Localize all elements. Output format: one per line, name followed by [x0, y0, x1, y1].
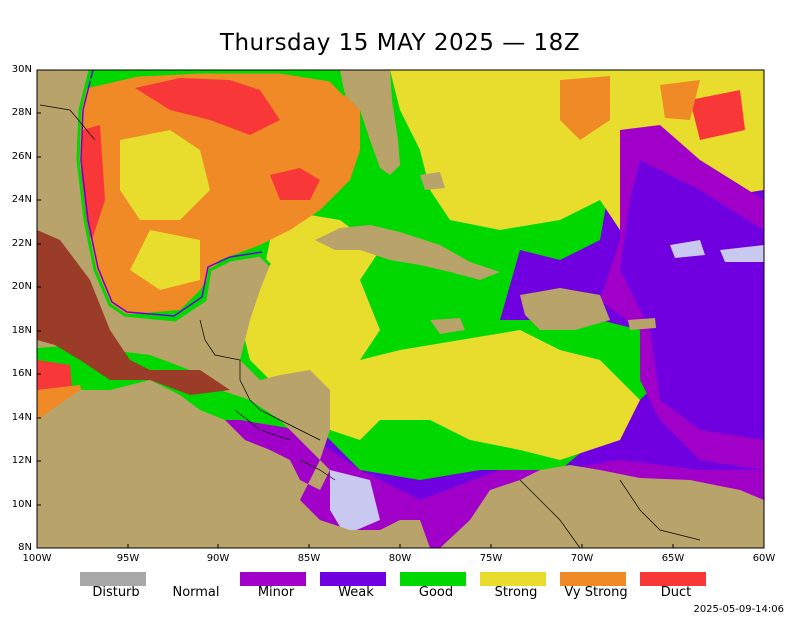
lon-label-80w: 80W [388, 553, 412, 564]
country-borders [39, 104, 701, 548]
lon-label-70w: 70W [570, 553, 594, 564]
duct-region-east [270, 168, 320, 200]
map-title: Thursday 15 MAY 2025 — 18Z [219, 30, 581, 56]
duct-region-sw [37, 360, 72, 392]
land-cuba [315, 225, 500, 280]
legend-label-strong: Strong [494, 585, 538, 600]
legend-swatch-weak [320, 572, 386, 586]
legend-swatch-strong [480, 572, 546, 586]
coastline-gulf-inner [80, 70, 263, 317]
land-south-america [440, 465, 764, 548]
lon-label-75w: 75W [479, 553, 503, 564]
strong-patch-gulf [120, 130, 210, 220]
lavender-patch-3 [330, 470, 380, 535]
coastline-gulf [76, 70, 272, 322]
land-florida [340, 70, 400, 175]
lat-label-8n: 8N [18, 542, 32, 553]
map-fill-layers [37, 70, 764, 548]
coastline-gulf-north [89, 70, 347, 97]
legend-label-good: Good [418, 585, 454, 600]
vystrong-patch-atlantic [560, 76, 610, 140]
axis-ticks [36, 69, 765, 549]
lat-label-24n: 24N [11, 194, 32, 205]
lavender-patch-4 [670, 240, 705, 258]
lon-label-100w: 100W [22, 553, 52, 564]
strong-patch-gulf-2 [130, 230, 200, 290]
legend-swatch-vystrong [560, 572, 626, 586]
lat-label-14n: 14N [11, 412, 32, 423]
land-jamaica [430, 318, 465, 334]
lat-label-28n: 28N [11, 107, 32, 118]
mountain-region-mexico [37, 230, 230, 395]
lon-label-65w: 65W [661, 553, 685, 564]
legend-label-duct: Duct [660, 585, 692, 600]
lat-label-18n: 18N [11, 325, 32, 336]
legend-swatch-disturb [80, 572, 146, 586]
weak-region-east [620, 160, 764, 440]
lavender-patch-5 [720, 245, 764, 262]
legend-label-minor: Minor [257, 585, 295, 600]
lat-label-26n: 26N [11, 151, 32, 162]
land-bahamas [420, 172, 445, 190]
land-hispaniola [520, 288, 610, 330]
duct-region-north [135, 78, 280, 135]
legend-swatch-good [400, 572, 466, 586]
legend-label-normal: Normal [172, 585, 220, 600]
lat-label-20n: 20N [11, 281, 32, 292]
lat-label-10n: 10N [11, 499, 32, 510]
legend-label-weak: Weak [338, 585, 374, 600]
lon-label-60w: 60W [752, 553, 776, 564]
timestamp: 2025-05-09-14:06 [693, 604, 784, 615]
legend-swatch-duct [640, 572, 706, 586]
lon-label-90w: 90W [206, 553, 230, 564]
lat-label-16n: 16N [11, 368, 32, 379]
land-mexico-central-america [37, 70, 430, 548]
legend-label-vystrong: Vy Strong [564, 585, 628, 600]
vystrong-patch-atlantic-2 [660, 80, 700, 120]
land-puerto-rico [628, 318, 656, 330]
strong-region-central [240, 210, 640, 460]
legend-label-disturb: Disturb [92, 585, 140, 600]
lon-label-95w: 95W [116, 553, 140, 564]
lon-label-85w: 85W [297, 553, 321, 564]
lat-label-30n: 30N [11, 64, 32, 75]
duct-region-corner [690, 90, 745, 140]
lat-label-12n: 12N [11, 455, 32, 466]
lat-label-22n: 22N [11, 238, 32, 249]
legend-swatch-minor [240, 572, 306, 586]
